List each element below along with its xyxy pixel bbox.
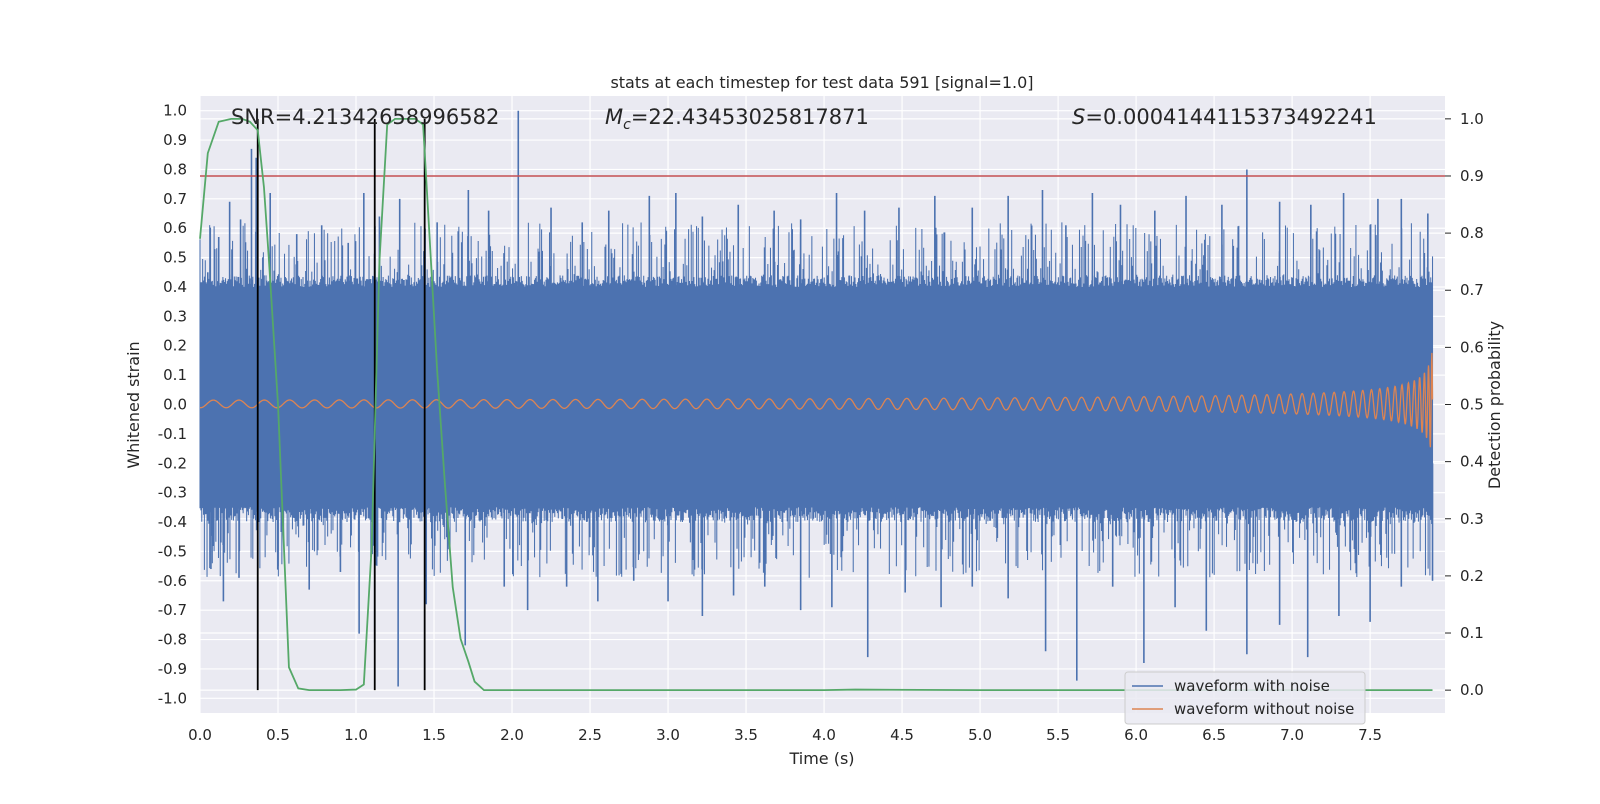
y2-tick-label: 0.6 xyxy=(1460,338,1484,356)
mc-subscript: c xyxy=(623,117,631,133)
x-tick-label: 1.0 xyxy=(344,726,368,744)
x-tick-label: 2.0 xyxy=(500,726,524,744)
x-tick-label: 5.5 xyxy=(1046,726,1070,744)
y-tick-label: -0.5 xyxy=(158,542,187,560)
y-tick-label: -0.1 xyxy=(158,425,187,443)
y2-tick-label: 1.0 xyxy=(1460,110,1484,128)
y-tick-label: 0.8 xyxy=(163,160,187,178)
y2-tick-label: 0.1 xyxy=(1460,624,1484,642)
mc-annotation: Mc=22.43453025817871 xyxy=(605,105,869,133)
y-tick-label: -0.3 xyxy=(158,484,187,502)
x-tick-label: 3.0 xyxy=(656,726,680,744)
y-tick-label: -0.6 xyxy=(158,572,187,590)
y2-tick-label: 0.5 xyxy=(1460,396,1484,414)
x-tick-label: 6.0 xyxy=(1124,726,1148,744)
y-tick-label: 0.6 xyxy=(163,219,187,237)
x-tick-label: 7.5 xyxy=(1358,726,1382,744)
y-tick-label: 0.3 xyxy=(163,307,187,325)
y-tick-label: 0.5 xyxy=(163,249,187,267)
y2-tick-label: 0.0 xyxy=(1460,681,1484,699)
chart-title: stats at each timestep for test data 591… xyxy=(610,73,1033,92)
y-tick-label: 0.0 xyxy=(163,396,187,414)
y-tick-label: -0.8 xyxy=(158,631,187,649)
y-axis-title: Whitened strain xyxy=(124,341,143,468)
y-tick-label: -0.7 xyxy=(158,601,187,619)
y2-tick-label: 0.2 xyxy=(1460,567,1484,585)
y-tick-label: -1.0 xyxy=(158,689,187,707)
s-annotation: S=0.0004144115373492241 xyxy=(1072,105,1377,129)
snr-annotation: SNR=4.21342658996582 xyxy=(231,105,499,129)
probability-layer xyxy=(199,117,1433,692)
y-tick-label: 1.0 xyxy=(163,102,187,120)
x-tick-label: 2.5 xyxy=(578,726,602,744)
legend-label-clean: waveform without noise xyxy=(1174,700,1354,718)
x-tick-label: 0.5 xyxy=(266,726,290,744)
legend-box xyxy=(1124,671,1366,725)
x-tick-label: 4.5 xyxy=(890,726,914,744)
y-tick-label: 0.1 xyxy=(163,366,187,384)
y-tick-label: 0.2 xyxy=(163,337,187,355)
probability-line xyxy=(199,117,1433,692)
y2-axis-title: Detection probability xyxy=(1485,321,1504,489)
x-axis-title: Time (s) xyxy=(788,749,854,768)
y2-tick-label: 0.8 xyxy=(1460,224,1484,242)
y-tick-label: 0.7 xyxy=(163,190,187,208)
y-tick-labels: 1.0 0.9 0.8 0.7 0.6 0.5 0.4 0.3 0.2 0.1 0.0 -0.1 -0.… xyxy=(158,102,187,708)
clean-waveform-layer xyxy=(199,352,1434,448)
mc-symbol: M xyxy=(605,105,623,129)
y2-tick-labels: 1.0 0.9 0.8 0.7 0.6 0.5 0.4 0.3 0.2 0.1 0.0 xyxy=(1445,110,1484,699)
y-tick-label: 0.9 xyxy=(163,131,187,149)
clean-waveform-line xyxy=(199,352,1434,448)
legend: waveform with noise waveform without noi… xyxy=(1124,671,1366,725)
mc-value: =22.43453025817871 xyxy=(631,105,869,129)
y2-tick-label: 0.7 xyxy=(1460,281,1484,299)
y-tick-label: -0.2 xyxy=(158,454,187,472)
x-tick-label: 3.5 xyxy=(734,726,758,744)
y2-tick-label: 0.9 xyxy=(1460,167,1484,185)
legend-label-noise: waveform with noise xyxy=(1174,677,1330,695)
noise-waveform-line xyxy=(199,222,1434,578)
x-tick-label: 4.0 xyxy=(812,726,836,744)
y-tick-label: -0.4 xyxy=(158,513,187,531)
x-tick-labels: 0.0 0.5 1.0 1.5 2.0 2.5 3.0 3.5 4.0 4.5 5.0 5.5 6.0 6… xyxy=(188,726,1382,744)
x-tick-label: 0.0 xyxy=(188,726,212,744)
x-tick-label: 1.5 xyxy=(422,726,446,744)
s-value: =0.0004144115373492241 xyxy=(1085,105,1377,129)
y2-tick-label: 0.3 xyxy=(1460,510,1484,528)
y-tick-label: -0.9 xyxy=(158,660,187,678)
y2-tick-label: 0.4 xyxy=(1460,453,1484,471)
noise-waveform-layer xyxy=(199,110,1434,687)
y-tick-label: 0.4 xyxy=(163,278,187,296)
s-symbol: S xyxy=(1072,105,1085,129)
x-tick-label: 6.5 xyxy=(1202,726,1226,744)
x-tick-label: 5.0 xyxy=(968,726,992,744)
x-tick-label: 7.0 xyxy=(1280,726,1304,744)
